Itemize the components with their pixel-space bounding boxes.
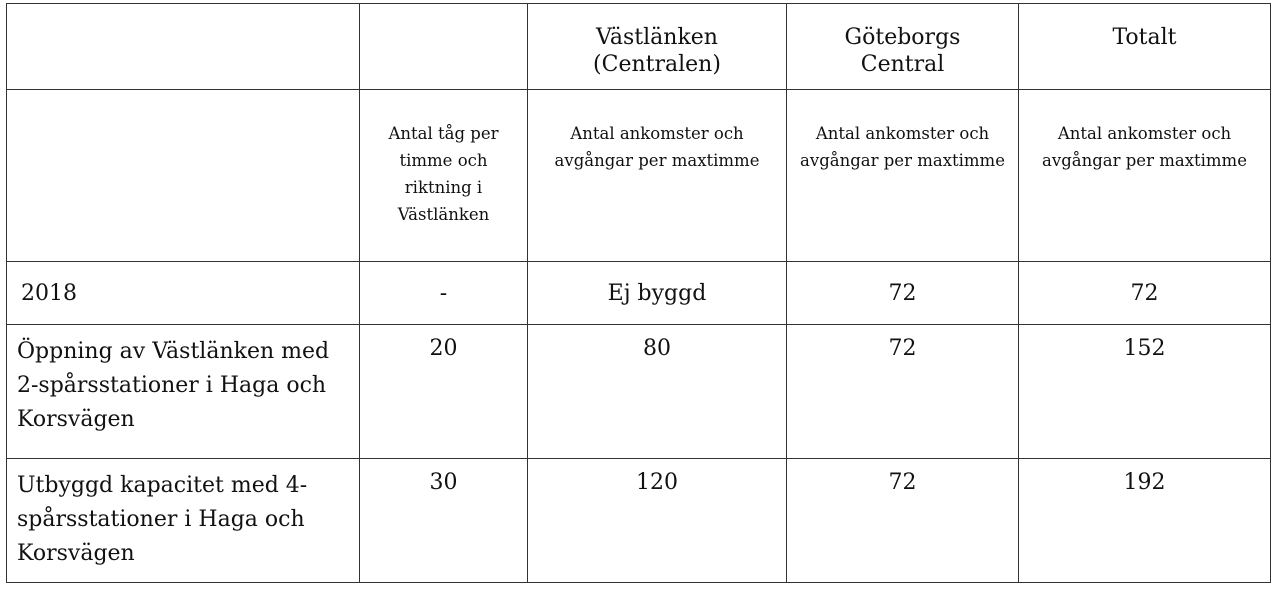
table-row: Utbyggd kapacitet med 4-spårsstationer i… <box>6 458 1271 583</box>
table-cell: - <box>359 261 528 325</box>
table-cell: Ej byggd <box>527 261 787 325</box>
table-row: 2018 - Ej byggd 72 72 <box>6 261 1271 325</box>
subheader-cell <box>6 89 360 262</box>
subheader-row: Antal tåg per timme och riktning i Västl… <box>6 89 1271 262</box>
header-cell: Totalt <box>1018 3 1271 90</box>
row-label: 2018 <box>6 261 360 325</box>
capacity-table: Västlänken (Centralen) Göteborgs Central… <box>6 3 1271 583</box>
table-cell: 30 <box>359 458 528 583</box>
subheader-cell: Antal ankomster och avgångar per maxtimm… <box>786 89 1019 262</box>
subheader-cell: Antal tåg per timme och riktning i Västl… <box>359 89 528 262</box>
table-cell: 152 <box>1018 324 1271 459</box>
table-cell: 72 <box>786 458 1019 583</box>
row-label: Utbyggd kapacitet med 4-spårsstationer i… <box>6 458 360 583</box>
table-cell: 72 <box>786 324 1019 459</box>
row-label: Öppning av Västlänken med 2-spårsstation… <box>6 324 360 459</box>
header-cell: Göteborgs Central <box>786 3 1019 90</box>
header-cell: Västlänken (Centralen) <box>527 3 787 90</box>
header-cell <box>359 3 528 90</box>
table-row: Öppning av Västlänken med 2-spårsstation… <box>6 324 1271 459</box>
header-cell <box>6 3 360 90</box>
table-cell: 192 <box>1018 458 1271 583</box>
header-row: Västlänken (Centralen) Göteborgs Central… <box>6 3 1271 90</box>
table-cell: 80 <box>527 324 787 459</box>
subheader-cell: Antal ankomster och avgångar per maxtimm… <box>1018 89 1271 262</box>
table-cell: 72 <box>786 261 1019 325</box>
table-cell: 120 <box>527 458 787 583</box>
table-cell: 20 <box>359 324 528 459</box>
table-cell: 72 <box>1018 261 1271 325</box>
subheader-cell: Antal ankomster och avgångar per maxtimm… <box>527 89 787 262</box>
